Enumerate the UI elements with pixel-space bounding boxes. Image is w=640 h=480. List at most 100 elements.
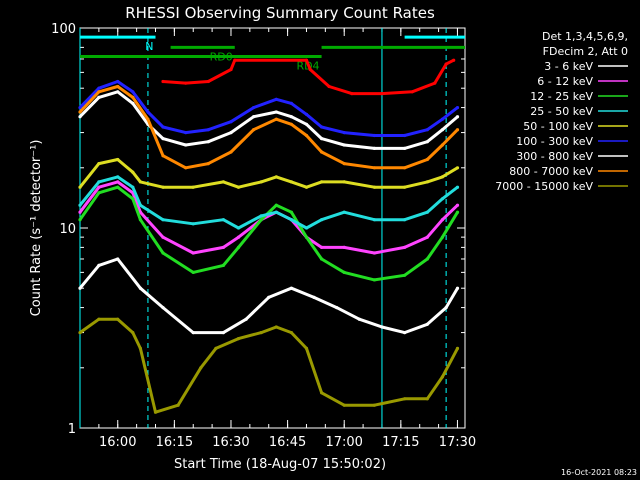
series-point bbox=[116, 257, 120, 261]
series-point bbox=[78, 286, 82, 290]
series-point bbox=[184, 143, 188, 147]
series-point bbox=[327, 84, 331, 89]
series-point bbox=[191, 331, 195, 335]
series-point bbox=[146, 117, 150, 121]
x-tick-label: 16:00 bbox=[99, 435, 136, 450]
series-point bbox=[380, 325, 384, 329]
series-point bbox=[191, 185, 195, 189]
series-point bbox=[191, 270, 195, 274]
series-point bbox=[320, 245, 324, 249]
series-point bbox=[161, 154, 165, 158]
series-point bbox=[425, 128, 429, 132]
series-point bbox=[259, 180, 263, 184]
series-point bbox=[342, 180, 346, 184]
x-tick-label: 17:30 bbox=[439, 435, 476, 450]
series-point bbox=[78, 110, 82, 114]
series-point bbox=[403, 273, 407, 277]
series-point bbox=[274, 97, 278, 101]
series-point bbox=[191, 222, 195, 226]
legend-label: 6 - 12 keV bbox=[537, 75, 593, 88]
y-tick-label: 100 bbox=[51, 22, 76, 37]
series-point bbox=[335, 306, 339, 310]
series-point bbox=[289, 115, 293, 119]
series-point bbox=[372, 166, 376, 170]
series-point bbox=[116, 180, 120, 184]
series-line-7 bbox=[78, 85, 459, 170]
legend-label: 100 - 300 keV bbox=[516, 135, 593, 148]
series-point bbox=[131, 197, 135, 201]
series-point bbox=[221, 331, 225, 335]
series-point bbox=[236, 185, 241, 189]
series-line-6 bbox=[78, 90, 459, 150]
series-point bbox=[312, 295, 316, 299]
series-point bbox=[78, 115, 82, 119]
series-point bbox=[444, 306, 448, 310]
series-point bbox=[161, 235, 165, 239]
series-point bbox=[425, 235, 429, 239]
series-point bbox=[206, 128, 210, 132]
series-point bbox=[289, 331, 293, 335]
series-point bbox=[425, 397, 429, 401]
series-point bbox=[342, 210, 346, 214]
series-point bbox=[221, 180, 225, 184]
series-point bbox=[342, 403, 346, 407]
series-point bbox=[131, 90, 135, 94]
plot-area: 1 10 100 16:00 16:15 16:30 16:45 17:00 17:15 17:3… bbox=[51, 22, 476, 450]
series-point bbox=[78, 210, 82, 214]
series-point bbox=[161, 185, 165, 189]
series-point bbox=[425, 140, 429, 144]
series-point bbox=[342, 245, 346, 249]
footer-date: 16-Oct-2021 08:23 bbox=[561, 468, 637, 477]
series-point bbox=[440, 218, 444, 222]
series-point bbox=[259, 218, 263, 222]
series-point bbox=[320, 150, 324, 154]
series-point bbox=[184, 166, 188, 170]
series-point bbox=[97, 162, 101, 166]
legend-label: 25 - 50 keV bbox=[530, 105, 593, 118]
series-point bbox=[289, 218, 293, 222]
series-point bbox=[289, 286, 293, 290]
y-axis-label: Count Rate (s⁻¹ detector⁻¹) bbox=[29, 140, 44, 317]
series-point bbox=[214, 346, 218, 350]
series-point bbox=[342, 131, 346, 135]
series-point bbox=[97, 185, 101, 189]
series-point bbox=[440, 117, 444, 121]
series-point bbox=[97, 263, 101, 267]
series-point bbox=[440, 143, 444, 147]
series-line-2 bbox=[78, 185, 459, 282]
series-point bbox=[259, 331, 263, 335]
series-point bbox=[455, 106, 460, 110]
series-point bbox=[274, 325, 278, 329]
legend-label: 12 - 25 keV bbox=[530, 90, 593, 103]
series-point bbox=[403, 218, 407, 222]
series-point bbox=[206, 140, 210, 144]
series-point bbox=[161, 125, 165, 129]
x-tick-label: 16:15 bbox=[156, 435, 193, 450]
legend-header: FDecim 2, Att 0 bbox=[543, 45, 628, 58]
series-point bbox=[403, 245, 407, 249]
x-axis-label: Start Time (18-Aug-07 15:50:02) bbox=[174, 457, 386, 472]
x-tick-label: 16:30 bbox=[212, 435, 249, 450]
series-point bbox=[308, 67, 312, 72]
legend-label: 50 - 100 keV bbox=[523, 120, 593, 133]
series-point bbox=[372, 133, 376, 138]
series-point bbox=[455, 203, 460, 207]
series-point bbox=[274, 203, 278, 207]
series-point bbox=[138, 210, 142, 214]
series-point bbox=[199, 366, 203, 370]
series-point bbox=[131, 331, 135, 335]
legend: Det 1,3,4,5,6,9, FDecim 2, Att 0 3 - 6 keV… bbox=[495, 30, 628, 193]
series-point bbox=[304, 235, 309, 239]
series-point bbox=[440, 235, 444, 239]
series-point bbox=[259, 214, 263, 218]
series-point bbox=[455, 166, 460, 170]
series-point bbox=[267, 295, 271, 299]
series-point bbox=[116, 84, 120, 89]
series-point bbox=[161, 79, 165, 84]
series-point bbox=[146, 110, 150, 114]
series-point bbox=[304, 346, 309, 350]
series-point bbox=[161, 306, 165, 310]
series-point bbox=[221, 218, 225, 222]
series-point bbox=[425, 157, 429, 162]
series-point bbox=[452, 58, 456, 62]
